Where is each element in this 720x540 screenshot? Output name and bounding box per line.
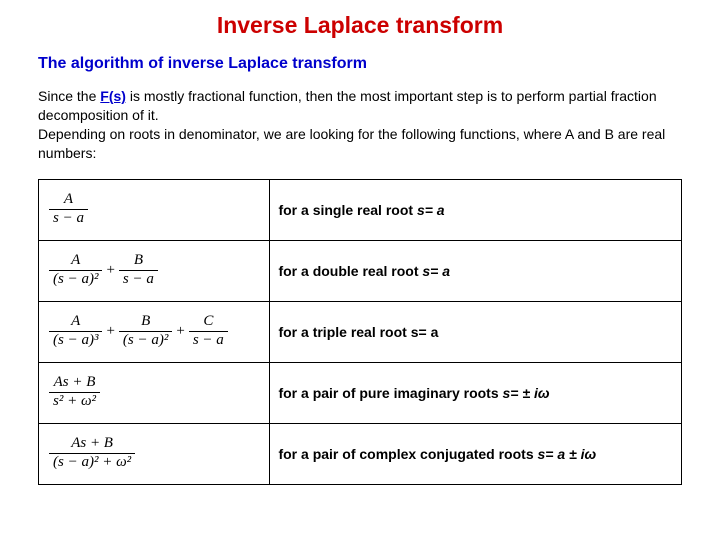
fraction-denominator: s − a	[49, 210, 88, 227]
fraction-denominator: (s − a)²	[119, 332, 172, 349]
fraction-numerator: B	[119, 253, 158, 271]
body-line2: Depending on roots in denominator, we ar…	[38, 126, 665, 161]
table-row: A(s − a)³+B(s − a)²+Cs − afor a triple r…	[39, 301, 682, 362]
fraction-numerator: A	[49, 314, 102, 332]
table-row: As − a for a single real root s= a	[39, 179, 682, 240]
desc-root: s= a ± iω	[538, 446, 597, 462]
fraction: Bs − a	[119, 253, 158, 288]
description-cell: for a triple real root s= a	[270, 301, 682, 362]
formula-cell: As − a	[39, 179, 270, 240]
fraction: A(s − a)³	[49, 314, 102, 349]
fraction: A(s − a)²	[49, 253, 102, 288]
plus-sign: +	[104, 323, 116, 340]
fraction-numerator: As + B	[49, 375, 100, 393]
desc-text: for a double real root	[278, 263, 422, 279]
fs-symbol: F(s)	[100, 88, 126, 104]
fraction-numerator: C	[189, 314, 228, 332]
desc-root: s= a	[422, 263, 450, 279]
fraction-numerator: B	[119, 314, 172, 332]
plus-sign: +	[104, 262, 116, 279]
fraction-numerator: A	[49, 253, 102, 271]
desc-root: s= a	[417, 202, 445, 218]
formula-cell: As + B(s − a)² + ω²	[39, 423, 270, 484]
fraction-numerator: As + B	[49, 436, 135, 454]
body-pre: Since the	[38, 88, 100, 104]
description-cell: for a double real root s= a	[270, 240, 682, 301]
formula-cell: A(s − a)²+Bs − a	[39, 240, 270, 301]
fraction: As + Bs² + ω²	[49, 375, 100, 410]
fraction-numerator: A	[49, 192, 88, 210]
desc-text: for a triple real root s= a	[278, 324, 438, 340]
description-cell: for a pair of pure imaginary roots s= ± …	[270, 362, 682, 423]
fraction: As − a	[49, 192, 88, 227]
fraction-denominator: (s − a)²	[49, 271, 102, 288]
desc-text: for a pair of pure imaginary roots	[278, 385, 502, 401]
table-row: As + Bs² + ω² for a pair of pure imaginar…	[39, 362, 682, 423]
table-row: As + B(s − a)² + ω² for a pair of complex…	[39, 423, 682, 484]
fraction: As + B(s − a)² + ω²	[49, 436, 135, 471]
formula-cell: As + Bs² + ω²	[39, 362, 270, 423]
fraction: B(s − a)²	[119, 314, 172, 349]
slide: Inverse Laplace transform The algorithm …	[0, 0, 720, 505]
fraction-denominator: s² + ω²	[49, 393, 100, 410]
section-subtitle: The algorithm of inverse Laplace transfo…	[38, 55, 682, 73]
fraction-denominator: (s − a)³	[49, 332, 102, 349]
formula-cell: A(s − a)³+B(s − a)²+Cs − a	[39, 301, 270, 362]
page-title: Inverse Laplace transform	[38, 12, 682, 39]
cases-table: As − afor a single real root s= aA(s − a…	[38, 179, 682, 485]
desc-root: s= ± iω	[503, 385, 550, 401]
desc-text: for a single real root	[278, 202, 416, 218]
desc-text: for a pair of complex conjugated roots	[278, 446, 537, 462]
fraction-denominator: s − a	[189, 332, 228, 349]
fraction: Cs − a	[189, 314, 228, 349]
body-text: Since the F(s) is mostly fractional func…	[38, 87, 682, 163]
description-cell: for a single real root s= a	[270, 179, 682, 240]
table-row: A(s − a)²+Bs − afor a double real root s…	[39, 240, 682, 301]
plus-sign: +	[174, 323, 186, 340]
body-post: is mostly fractional function, then the …	[38, 88, 657, 123]
fraction-denominator: (s − a)² + ω²	[49, 454, 135, 471]
fraction-denominator: s − a	[119, 271, 158, 288]
description-cell: for a pair of complex conjugated roots s…	[270, 423, 682, 484]
cases-table-body: As − afor a single real root s= aA(s − a…	[39, 179, 682, 484]
